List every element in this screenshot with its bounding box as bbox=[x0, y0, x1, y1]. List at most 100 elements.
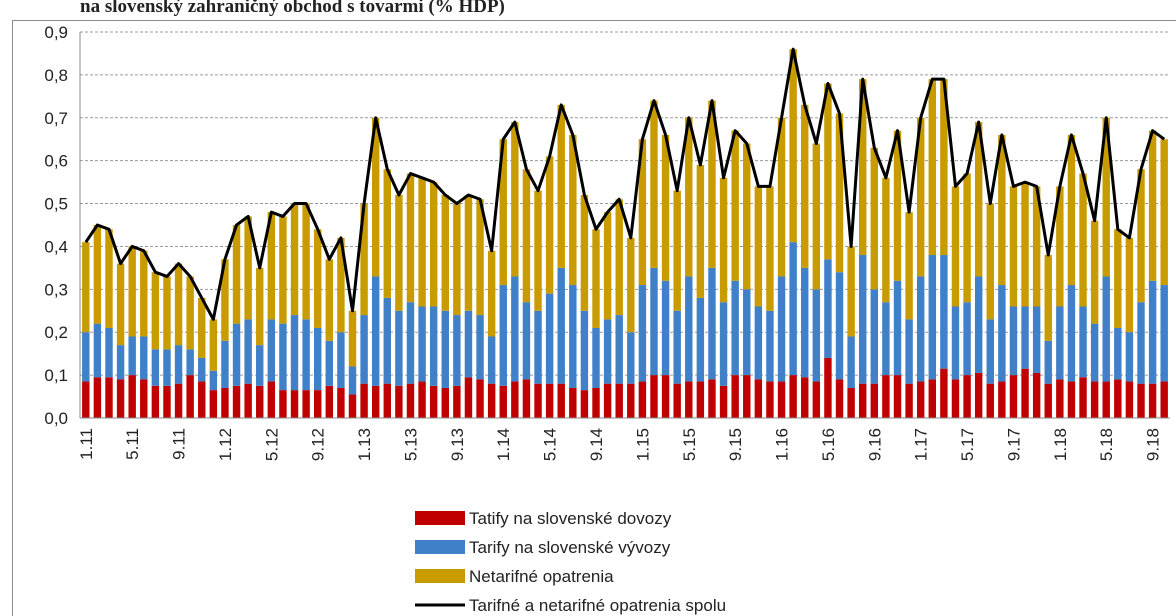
bar-segment bbox=[940, 255, 948, 369]
bar-segment bbox=[545, 293, 554, 384]
bar-segment bbox=[499, 139, 507, 286]
bar-segment bbox=[279, 216, 287, 324]
x-tick-label: 5.15 bbox=[680, 428, 699, 461]
bar-segment bbox=[603, 383, 612, 418]
y-tick-label: 0,8 bbox=[44, 66, 68, 85]
bar-segment bbox=[522, 302, 531, 380]
bar-segment bbox=[557, 383, 565, 418]
bar-segment bbox=[406, 302, 415, 384]
bar-segment bbox=[685, 117, 693, 277]
bar-segment bbox=[951, 306, 960, 380]
bar-segment bbox=[371, 385, 380, 418]
legend-label: Tarifné a netarifné opatrenia spolu bbox=[469, 596, 726, 615]
bar-segment bbox=[603, 212, 612, 320]
bar-segment bbox=[870, 147, 879, 290]
bar-segment bbox=[256, 267, 264, 346]
bar-segment bbox=[777, 381, 786, 418]
bar-segment bbox=[777, 276, 786, 382]
bar-segment bbox=[801, 377, 809, 418]
bar-segment bbox=[905, 383, 913, 418]
bar-segment bbox=[1137, 383, 1145, 418]
bar-segment bbox=[244, 216, 252, 320]
bar-segment bbox=[522, 379, 531, 418]
bar-segment bbox=[661, 134, 670, 281]
bar-segment bbox=[93, 225, 102, 324]
bar-segment bbox=[545, 383, 554, 418]
bar-segment bbox=[801, 104, 809, 268]
bar-segment bbox=[986, 383, 994, 418]
bar-segment bbox=[847, 336, 855, 388]
bar-segment bbox=[928, 255, 936, 380]
bar-segment bbox=[1032, 186, 1041, 307]
bar-segment bbox=[116, 345, 125, 380]
bar-segment bbox=[82, 332, 90, 382]
bar-segment bbox=[963, 375, 971, 418]
bar-segment bbox=[916, 276, 925, 382]
bar-segment bbox=[105, 229, 113, 328]
bar-segment bbox=[186, 375, 194, 418]
bar-segment bbox=[302, 319, 310, 391]
bar-segment bbox=[650, 375, 658, 418]
bar-segment bbox=[731, 375, 739, 418]
bar-segment bbox=[1114, 229, 1122, 328]
bar-segment bbox=[371, 117, 380, 277]
x-tick-label: 9.13 bbox=[448, 428, 467, 461]
bar-segment bbox=[348, 310, 357, 367]
x-tick-label: 9.15 bbox=[726, 428, 745, 461]
x-tick-label: 9.16 bbox=[865, 428, 884, 461]
bar-segment bbox=[534, 310, 542, 384]
bar-segment bbox=[105, 377, 113, 418]
bar-segment bbox=[1032, 372, 1041, 418]
y-tick-label: 0,4 bbox=[44, 237, 68, 256]
bar-segment bbox=[221, 387, 229, 418]
bar-segment bbox=[731, 280, 739, 376]
bar-segment bbox=[731, 130, 739, 281]
bar-segment bbox=[916, 117, 925, 277]
bar-segment bbox=[1067, 381, 1076, 418]
x-tick-label: 5.11 bbox=[123, 428, 142, 460]
bar-segment bbox=[429, 306, 438, 386]
bar-segment bbox=[163, 276, 171, 350]
bar-segment bbox=[314, 327, 322, 391]
bar-segment bbox=[302, 390, 310, 418]
bar-segment bbox=[974, 276, 983, 373]
bar-segment bbox=[453, 315, 461, 386]
bar-segment bbox=[998, 134, 1006, 286]
bar-segment bbox=[905, 212, 913, 320]
x-tick-label: 9.17 bbox=[1004, 428, 1023, 461]
bar-segment bbox=[476, 315, 484, 380]
bar-segment bbox=[429, 182, 438, 307]
bar-segment bbox=[882, 177, 890, 303]
x-tick-label: 9.18 bbox=[1144, 428, 1163, 461]
bar-segment bbox=[93, 323, 102, 378]
bar-segment bbox=[893, 375, 902, 418]
bar-segment bbox=[789, 242, 797, 376]
bar-segment bbox=[1067, 134, 1076, 286]
bar-segment bbox=[290, 315, 299, 391]
x-tick-label: 9.14 bbox=[587, 428, 606, 461]
bar-segment bbox=[1090, 323, 1099, 382]
bar-segment bbox=[789, 375, 797, 418]
x-tick-label: 5.14 bbox=[541, 428, 560, 461]
bar-segment bbox=[615, 383, 623, 418]
x-tick-label: 9.11 bbox=[170, 428, 189, 460]
bar-segment bbox=[847, 387, 855, 418]
bar-segment bbox=[708, 100, 716, 268]
bar-segment bbox=[186, 349, 194, 376]
bar-segment bbox=[847, 246, 855, 337]
bar-segment bbox=[325, 385, 334, 418]
bar-segment bbox=[383, 169, 391, 298]
bar-segment bbox=[174, 263, 183, 346]
bar-segment bbox=[371, 276, 380, 386]
x-tick-label: 1.17 bbox=[912, 428, 931, 461]
bar-segment bbox=[627, 332, 635, 384]
bar-segment bbox=[951, 379, 960, 418]
bar-segment bbox=[1056, 186, 1064, 307]
bar-segment bbox=[209, 319, 218, 371]
bar-segment bbox=[1009, 186, 1018, 307]
bar-segment bbox=[615, 315, 623, 384]
bar-segment bbox=[511, 276, 519, 382]
bar-segment bbox=[198, 357, 206, 382]
bar-segment bbox=[592, 387, 600, 418]
